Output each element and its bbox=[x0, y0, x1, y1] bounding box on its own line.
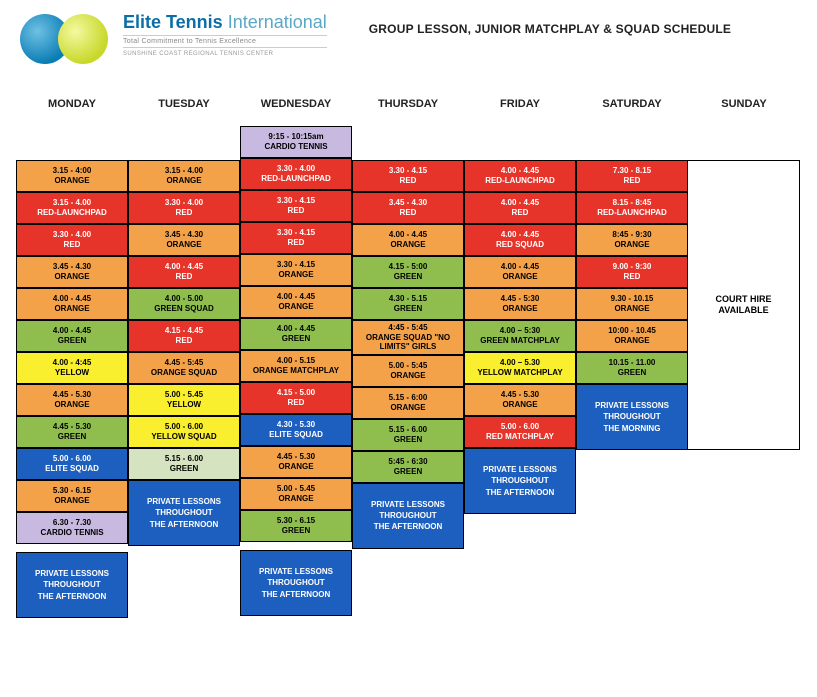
col-monday: 3.15 - 4:00ORANGE3.15 - 4.00RED-LAUNCHPA… bbox=[16, 126, 128, 618]
schedule-cell: 5.00 - 6.00RED MATCHPLAY bbox=[464, 416, 576, 448]
schedule-cell: 4.00 - 5.15ORANGE MATCHPLAY bbox=[240, 350, 352, 382]
schedule-cell: 4.45 - 5.30ORANGE bbox=[464, 384, 576, 416]
schedule-cell: 4.00 - 4.45ORANGE bbox=[240, 286, 352, 318]
schedule-cell: 4.30 - 5.15GREEN bbox=[352, 288, 464, 320]
brand-block: Elite Tennis International Total Commitm… bbox=[123, 8, 327, 57]
schedule-cell: 10:00 - 10.45ORANGE bbox=[576, 320, 688, 352]
day-head-sun: SUNDAY bbox=[688, 90, 800, 126]
schedule-cell: 4.45 - 5.30GREEN bbox=[16, 416, 128, 448]
schedule-cell: 5.00 - 5:45ORANGE bbox=[352, 355, 464, 387]
day-head-tue: TUESDAY bbox=[128, 90, 240, 126]
brand-tagline: Total Commitment to Tennis Excellence bbox=[123, 35, 327, 48]
schedule-cell: 9.30 - 10.15ORANGE bbox=[576, 288, 688, 320]
schedule-cell: 8.15 - 8:45RED-LAUNCHPAD bbox=[576, 192, 688, 224]
col-sunday: COURT HIRE AVAILABLE bbox=[688, 126, 800, 618]
schedule-cell: 3.15 - 4:00ORANGE bbox=[16, 160, 128, 192]
schedule-cell: 4.45 - 5.30ORANGE bbox=[16, 384, 128, 416]
private-lessons-block: PRIVATE LESSONS THROUGHOUT THE AFTERNOON bbox=[240, 550, 352, 616]
day-head-wed: WEDNESDAY bbox=[240, 90, 352, 126]
schedule-cell: 3.30 - 4.15ORANGE bbox=[240, 254, 352, 286]
schedule-cell: 5.15 - 6.00GREEN bbox=[128, 448, 240, 480]
schedule-cell: 5.00 - 5.45YELLOW bbox=[128, 384, 240, 416]
col-thursday: 3.30 - 4.15RED3.45 - 4.30RED4.00 - 4.45O… bbox=[352, 126, 464, 618]
schedule-cell: 4.00 - 4.45ORANGE bbox=[16, 288, 128, 320]
schedule-cell: 4.15 - 5.00RED bbox=[240, 382, 352, 414]
schedule-cell: 4.00 - 4.45GREEN bbox=[240, 318, 352, 350]
schedule-cell: 10.15 - 11.00GREEN bbox=[576, 352, 688, 384]
schedule-cell: 3.30 - 4.15RED bbox=[240, 222, 352, 254]
private-lessons-block: PRIVATE LESSONS THROUGHOUT THE AFTERNOON bbox=[464, 448, 576, 514]
day-head-mon: MONDAY bbox=[16, 90, 128, 126]
logo bbox=[16, 8, 111, 70]
schedule-cell: 3.15 - 4.00ORANGE bbox=[128, 160, 240, 192]
schedule-cell: 4.00 – 5:30GREEN MATCHPLAY bbox=[464, 320, 576, 352]
schedule-cell: 5:45 - 6:30GREEN bbox=[352, 451, 464, 483]
spacer bbox=[688, 126, 800, 160]
brand-name: Elite Tennis International bbox=[123, 12, 327, 33]
schedule-cell: 4.15 - 5:00GREEN bbox=[352, 256, 464, 288]
schedule-cell: 4.00 - 4.45ORANGE bbox=[464, 256, 576, 288]
schedule-cell: 3.30 - 4.15RED bbox=[352, 160, 464, 192]
schedule-cell: 5.30 - 6.15ORANGE bbox=[16, 480, 128, 512]
schedule-cell: 4.00 - 4.45RED SQUAD bbox=[464, 224, 576, 256]
schedule-cell: 7.30 - 8.15RED bbox=[576, 160, 688, 192]
private-lessons-block: PRIVATE LESSONS THROUGHOUT THE AFTERNOON bbox=[352, 483, 464, 549]
schedule-cell: 4.00 - 4.45ORANGE bbox=[352, 224, 464, 256]
schedule-cell: 3.30 - 4.00RED bbox=[16, 224, 128, 256]
day-head-fri: FRIDAY bbox=[464, 90, 576, 126]
schedule-grid: MONDAY TUESDAY WEDNESDAY THURSDAY FRIDAY… bbox=[16, 90, 801, 618]
schedule-cell: 9.00 - 9:30RED bbox=[576, 256, 688, 288]
schedule-cell: 4.00 – 5.30YELLOW MATCHPLAY bbox=[464, 352, 576, 384]
col-friday: 4.00 - 4.45RED-LAUNCHPAD4.00 - 4.45RED4.… bbox=[464, 126, 576, 618]
schedule-cell: 4.15 - 4.45RED bbox=[128, 320, 240, 352]
schedule-cell: 3.45 - 4.30ORANGE bbox=[16, 256, 128, 288]
schedule-cell: 3.45 - 4.30RED bbox=[352, 192, 464, 224]
spacer bbox=[464, 126, 576, 160]
day-head-thu: THURSDAY bbox=[352, 90, 464, 126]
schedule-cell: 4.00 - 5.00GREEN SQUAD bbox=[128, 288, 240, 320]
schedule-cell: 5.15 - 6:00ORANGE bbox=[352, 387, 464, 419]
schedule-cell: 5.00 - 6.00YELLOW SQUAD bbox=[128, 416, 240, 448]
schedule-cell: 5.00 - 5.45ORANGE bbox=[240, 478, 352, 510]
header: Elite Tennis International Total Commitm… bbox=[16, 8, 801, 70]
schedule-cell: 5.15 - 6.00GREEN bbox=[352, 419, 464, 451]
court-hire-block: COURT HIRE AVAILABLE bbox=[688, 160, 800, 450]
schedule-cell: 4.00 - 4.45GREEN bbox=[16, 320, 128, 352]
schedule-cell: 4:45 - 5:45ORANGE SQUAD "NO LIMITS" GIRL… bbox=[352, 320, 464, 355]
schedule-cell: 5.30 - 6.15GREEN bbox=[240, 510, 352, 542]
logo-ball-yellow bbox=[58, 14, 108, 64]
private-lessons-morning-block: PRIVATE LESSONS THROUGHOUT THE MORNING bbox=[576, 384, 688, 450]
schedule-cell: 5.00 - 6.00ELITE SQUAD bbox=[16, 448, 128, 480]
schedule-cell: 4.45 - 5:30ORANGE bbox=[464, 288, 576, 320]
spacer bbox=[128, 126, 240, 160]
schedule-cell: 8:45 - 9:30ORANGE bbox=[576, 224, 688, 256]
schedule-cell: 3.30 - 4.00RED bbox=[128, 192, 240, 224]
day-head-sat: SATURDAY bbox=[576, 90, 688, 126]
col-tuesday: 3.15 - 4.00ORANGE3.30 - 4.00RED3.45 - 4.… bbox=[128, 126, 240, 618]
schedule-cell: 4.00 - 4.45RED-LAUNCHPAD bbox=[464, 160, 576, 192]
spacer bbox=[352, 126, 464, 160]
private-lessons-block: PRIVATE LESSONS THROUGHOUT THE AFTERNOON bbox=[128, 480, 240, 546]
brand-part-2: International bbox=[223, 12, 327, 32]
schedule-cell: 3.45 - 4.30ORANGE bbox=[128, 224, 240, 256]
col-wednesday: 9:15 - 10:15am CARDIO TENNIS 3.30 - 4.00… bbox=[240, 126, 352, 618]
brand-subtitle: SUNSHINE COAST REGIONAL TENNIS CENTER bbox=[123, 51, 327, 57]
page-title: GROUP LESSON, JUNIOR MATCHPLAY & SQUAD S… bbox=[369, 8, 731, 36]
col-saturday: 7.30 - 8.15RED8.15 - 8:45RED-LAUNCHPAD8:… bbox=[576, 126, 688, 618]
schedule-cell: 4.00 - 4:45YELLOW bbox=[16, 352, 128, 384]
spacer bbox=[576, 126, 688, 160]
schedule-cell: 4.00 - 4.45RED bbox=[128, 256, 240, 288]
schedule-cell: 6.30 - 7.30CARDIO TENNIS bbox=[16, 512, 128, 544]
schedule-cell: 4.45 - 5:45ORANGE SQUAD bbox=[128, 352, 240, 384]
spacer bbox=[16, 126, 128, 160]
schedule-cell: 4.00 - 4.45RED bbox=[464, 192, 576, 224]
schedule-cell: 3.30 - 4.00RED-LAUNCHPAD bbox=[240, 158, 352, 190]
schedule-cell: 9:15 - 10:15am CARDIO TENNIS bbox=[240, 126, 352, 158]
schedule-cell: 4.45 - 5.30ORANGE bbox=[240, 446, 352, 478]
schedule-cell: 3.30 - 4.15RED bbox=[240, 190, 352, 222]
private-lessons-block: PRIVATE LESSONS THROUGHOUT THE AFTERNOON bbox=[16, 552, 128, 618]
brand-part-1: Elite Tennis bbox=[123, 12, 223, 32]
schedule-cell: 4.30 - 5.30ELITE SQUAD bbox=[240, 414, 352, 446]
schedule-cell: 3.15 - 4.00RED-LAUNCHPAD bbox=[16, 192, 128, 224]
